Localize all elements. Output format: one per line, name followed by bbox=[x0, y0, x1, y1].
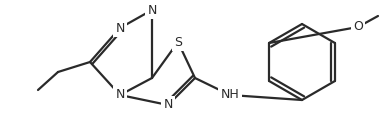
Text: N: N bbox=[115, 21, 125, 34]
Text: N: N bbox=[115, 89, 125, 102]
Text: NH: NH bbox=[221, 89, 240, 102]
Text: S: S bbox=[174, 36, 182, 48]
Text: N: N bbox=[147, 4, 157, 17]
Text: O: O bbox=[353, 20, 363, 34]
Text: N: N bbox=[163, 99, 173, 111]
